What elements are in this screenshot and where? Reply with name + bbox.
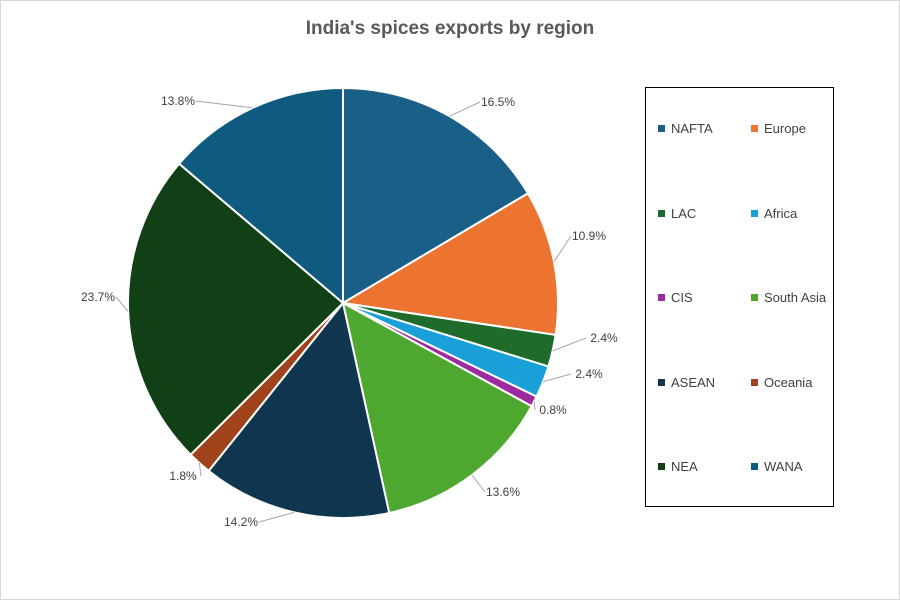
legend-item: WANA — [751, 459, 803, 474]
leader-line — [449, 101, 481, 117]
chart-title: India's spices exports by region — [305, 18, 595, 39]
legend-swatch — [751, 378, 758, 386]
legend-swatch — [751, 463, 758, 470]
legend-swatch — [751, 294, 758, 301]
data-label: 2.4% — [590, 331, 618, 345]
leader-line — [195, 100, 253, 109]
legend-label: WANA — [764, 459, 803, 474]
legend-label: ASEAN — [671, 374, 716, 390]
legend-label: LAC — [671, 205, 697, 221]
legend-item: ASEAN — [658, 375, 715, 390]
legend-label: NAFTA — [671, 121, 713, 136]
leader-line — [471, 474, 486, 493]
legend-item: South Asia — [751, 290, 826, 305]
data-label: 13.6% — [486, 485, 520, 499]
data-label: 10.9% — [572, 229, 606, 243]
legend-swatch — [751, 125, 758, 132]
legend-label: Africa — [764, 205, 798, 221]
data-label: 0.8% — [539, 403, 567, 417]
leader-line — [258, 511, 295, 523]
data-label: 23.7% — [81, 290, 115, 304]
leader-line — [553, 235, 572, 263]
pie-slice-south-asia — [341, 301, 533, 515]
legend-label: Europe — [764, 121, 806, 136]
legend-label: South Asia — [764, 290, 827, 305]
legend-swatch — [751, 209, 758, 217]
legend-label: CIS — [671, 290, 693, 305]
leader-line — [533, 401, 536, 411]
pie-slice-europe — [340, 191, 559, 337]
legend-label: NEA — [671, 459, 698, 474]
legend-swatch — [658, 378, 665, 386]
legend-item: Africa — [751, 206, 797, 221]
legend-swatch — [658, 463, 665, 470]
pie-slice-asean — [207, 300, 391, 519]
leader-line — [115, 296, 129, 312]
leader-line — [542, 373, 572, 383]
legend-item: Oceania — [751, 375, 812, 390]
legend-swatch — [658, 125, 665, 132]
legend-swatch — [658, 209, 665, 217]
legend-swatch — [658, 294, 665, 301]
legend-item: CIS — [658, 290, 693, 305]
legend: NAFTA Europe LAC Africa CIS South Asia ASEAN Oc… — [645, 87, 834, 507]
legend-item: NEA — [658, 459, 698, 474]
data-label: 1.8% — [169, 469, 197, 483]
legend-item: NAFTA — [658, 121, 713, 136]
data-label: 13.8% — [161, 94, 195, 108]
pie-slice-nafta — [342, 86, 530, 305]
data-label: 2.4% — [575, 367, 603, 381]
data-label: 16.5% — [481, 95, 515, 109]
legend-label: Oceania — [764, 374, 813, 390]
pie-slice-nea — [127, 162, 345, 457]
legend-item: Europe — [751, 121, 806, 136]
data-label: 14.2% — [224, 515, 258, 529]
legend-item: LAC — [658, 206, 696, 221]
leader-line — [552, 337, 587, 352]
leader-line — [198, 462, 202, 477]
